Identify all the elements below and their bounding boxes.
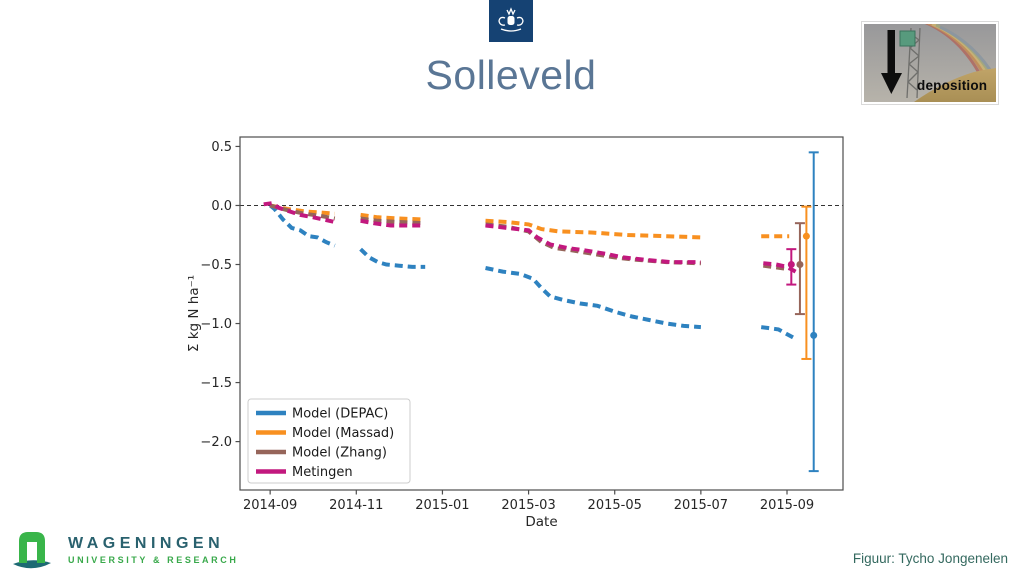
svg-text:−0.5: −0.5: [200, 258, 232, 273]
y-axis-label: Σ kg N ha⁻¹: [186, 275, 202, 352]
x-axis-label: Date: [525, 514, 557, 530]
series-model-depac: [268, 203, 795, 340]
errorbar-metingen: [786, 248, 797, 286]
svg-text:2014-11: 2014-11: [329, 498, 383, 513]
deposition-photo: deposition: [861, 21, 999, 105]
svg-text:2015-01: 2015-01: [415, 498, 469, 513]
svg-text:0.0: 0.0: [211, 199, 232, 214]
errorbar-model-massad: [801, 205, 812, 360]
svg-text:2015-05: 2015-05: [588, 498, 642, 513]
svg-text:2015-09: 2015-09: [760, 498, 814, 513]
wageningen-logo: WAGENINGEN UNIVERSITY & RESEARCH: [10, 528, 238, 572]
svg-text:Model (Zhang): Model (Zhang): [292, 446, 387, 461]
rijksoverheid-crest-icon: [498, 7, 524, 32]
svg-text:−1.5: −1.5: [200, 376, 232, 391]
svg-text:2015-07: 2015-07: [674, 498, 728, 513]
page-title: Solleveld: [425, 52, 597, 98]
figure-credit: Figuur: Tycho Jongenelen: [852, 551, 1008, 566]
svg-text:−2.0: −2.0: [200, 435, 232, 450]
errorbar-model-depac: [808, 151, 819, 473]
svg-text:0.5: 0.5: [211, 140, 232, 155]
rijksoverheid-logo: [489, 0, 533, 42]
instrument-box: [899, 30, 916, 47]
sand-dune: [914, 68, 996, 102]
y-axis: 0.5 0.0 −0.5 −1.0 −1.5 −2.0 Σ kg N ha⁻¹: [186, 140, 240, 450]
svg-text:2014-09: 2014-09: [243, 498, 297, 513]
down-arrow-icon: [881, 30, 902, 94]
svg-text:Model (DEPAC): Model (DEPAC): [292, 407, 388, 422]
x-axis: 2014-09 2014-11 2015-01 2015-03 2015-05 2015-…: [243, 490, 814, 530]
deposition-photo-canvas: deposition: [864, 24, 996, 102]
svg-text:Metingen: Metingen: [292, 465, 353, 480]
svg-text:Model (Massad): Model (Massad): [292, 426, 394, 441]
deposition-photo-art: [864, 24, 996, 102]
svg-text:2015-03: 2015-03: [501, 498, 555, 513]
deposition-chart: 2014-09 2014-11 2015-01 2015-03 2015-05 2015-…: [186, 136, 844, 530]
wageningen-subtitle: UNIVERSITY & RESEARCH: [68, 555, 239, 565]
wageningen-gate-icon: [13, 532, 51, 569]
series-model-massad: [269, 203, 790, 240]
series-model-zhang: [269, 203, 790, 272]
wageningen-name: WAGENINGEN: [68, 535, 225, 552]
chart-legend: Model (DEPAC) Model (Massad) Model (Zhang)…: [247, 398, 411, 484]
deposition-caption: deposition: [917, 78, 988, 93]
svg-text:−1.0: −1.0: [200, 317, 232, 332]
series-metingen: [263, 201, 797, 274]
wageningen-wordmark: WAGENINGEN UNIVERSITY & RESEARCH: [68, 535, 238, 565]
plot-frame: [239, 136, 844, 491]
errorbar-model-zhang: [794, 222, 805, 316]
